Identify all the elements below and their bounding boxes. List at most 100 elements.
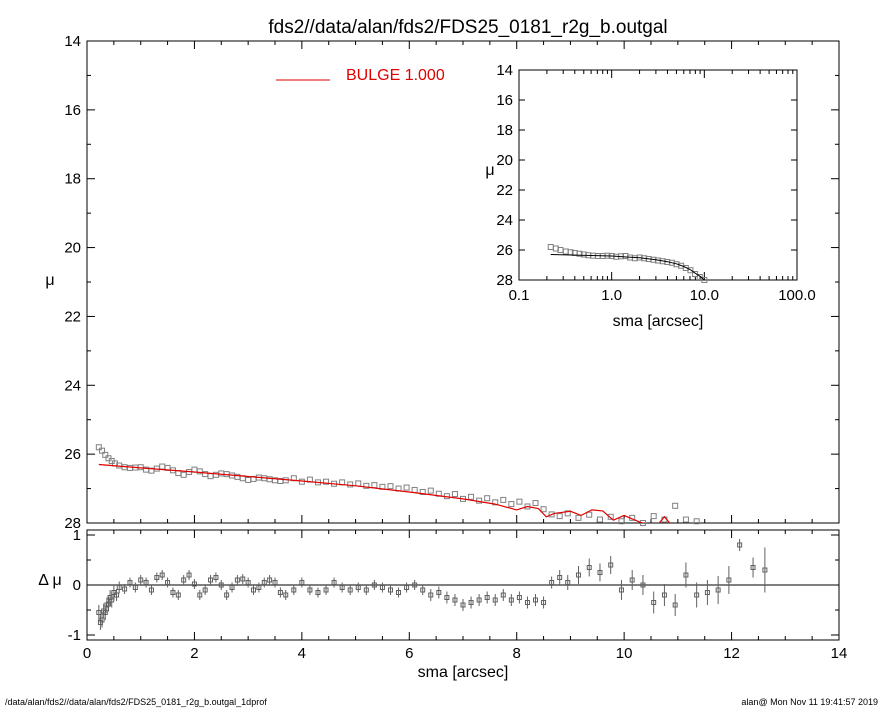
main-data-point [682,516,689,523]
legend: BULGE 1.000 [276,67,445,84]
residual-data-point [175,592,181,598]
residual-data-point [138,577,144,583]
residual-x-tick-label: 8 [513,645,521,662]
residual-data-point [492,597,498,603]
residual-data-point [683,572,689,578]
main-data-point [532,500,539,507]
inset-y-tick-label: 16 [496,92,513,109]
main-plot-panel: 14 16 18 20 22 24 26 28 BULGE 1.000 μ [45,33,840,532]
main-y-tick-label: 24 [64,377,81,394]
residual-data-point [186,572,192,578]
residual-data-marks [96,539,768,630]
inset-x-tick-label: 100.0 [778,287,816,304]
main-data-point [650,513,657,520]
residual-x-tick-label: 6 [405,645,413,662]
residual-x-tick-label: 12 [723,645,740,662]
residual-data-point [132,585,138,590]
residual-data-point [524,600,530,605]
footer-timestamp: alan@ Mon Nov 11 19:41:57 2019 [741,697,878,707]
residual-y-axis-label: Δ μ [38,572,61,589]
main-data-point [607,513,614,520]
residual-data-point [229,585,235,590]
residual-y-tick-label: -1 [68,627,81,644]
main-data-marks [95,444,700,526]
inset-x-tick-label: 0.1 [509,287,530,304]
inset-y-tick-label: 14 [496,62,513,79]
residual-data-point [379,585,385,590]
main-data-point [212,471,219,478]
residual-data-point [575,572,581,578]
main-y-tick-label: 26 [64,446,81,463]
residual-data-point [122,586,128,592]
main-data-point [411,486,418,493]
residual-data-point [272,580,278,585]
residual-data-point [181,577,187,583]
residual-data-point [750,565,756,570]
residual-data-point [261,580,267,585]
residual-data-point [277,590,283,595]
residual-data-point [672,602,678,608]
inset-data-point [701,277,708,283]
inset-y-tick-label: 28 [496,272,513,289]
inset-y-tick-label: 20 [496,152,513,169]
main-data-point [508,501,515,508]
main-data-point [355,480,362,487]
residual-data-point [234,577,240,583]
main-y-tick-label: 14 [64,33,81,50]
residual-data-point [245,580,251,585]
residual-data-point [565,580,571,585]
residual-data-point [557,575,563,580]
residual-data-point [116,585,122,590]
inset-data-point [687,267,694,274]
residual-data-point [339,585,345,590]
residual-data-point [331,580,337,585]
residual-data-point [484,595,490,600]
residual-data-point [315,590,321,595]
main-data-point [484,495,491,502]
residual-data-point [387,587,393,593]
inset-y-tick-label: 24 [496,212,513,229]
main-data-point [548,511,555,518]
main-data-point [540,506,547,513]
residual-data-point [159,572,165,578]
residual-data-point [208,577,214,583]
residual-data-point [363,587,369,593]
inset-plot-frame [518,69,798,281]
residual-data-point [508,597,514,603]
main-data-point [419,489,426,496]
inset-x-tick-label: 10.0 [690,287,719,304]
residual-data-point [197,592,203,598]
chart-title: fds2//data/alan/fds2/FDS25_0181_r2g_b.ou… [268,17,667,38]
bulge-model-line [98,463,671,523]
main-data-point [618,518,625,525]
inset-plot-panel: 14 16 18 20 22 24 26 280.1 1.0 10.0 100.0 μ sma [a… [485,62,815,330]
residual-x-tick-label: 2 [190,645,198,662]
residual-data-point [251,587,257,593]
residual-data-point [396,590,402,595]
main-data-point [95,444,102,451]
residual-data-point [694,592,700,598]
main-data-point [516,498,523,505]
main-data-point [218,470,225,477]
residual-data-point [143,580,149,585]
residual-data-point [476,597,482,603]
residual-y-tick-label: 0 [73,577,81,594]
legend-label-bulge: BULGE 1.000 [346,67,445,84]
main-data-point [451,491,458,498]
residual-data-point [500,592,506,598]
residual-data-point [224,592,230,598]
residual-data-point [597,570,603,575]
main-y-tick-label: 22 [64,308,81,325]
residual-data-point [704,590,710,595]
residual-data-point [170,590,176,595]
residual-data-point [460,602,466,608]
residual-data-point [541,600,547,605]
residual-data-point [404,585,410,590]
main-data-point [245,476,252,483]
residual-data-point [586,565,592,570]
main-data-point [363,482,370,489]
residual-data-point [240,576,246,582]
main-data-point [500,496,507,503]
residual-data-point [99,617,105,623]
